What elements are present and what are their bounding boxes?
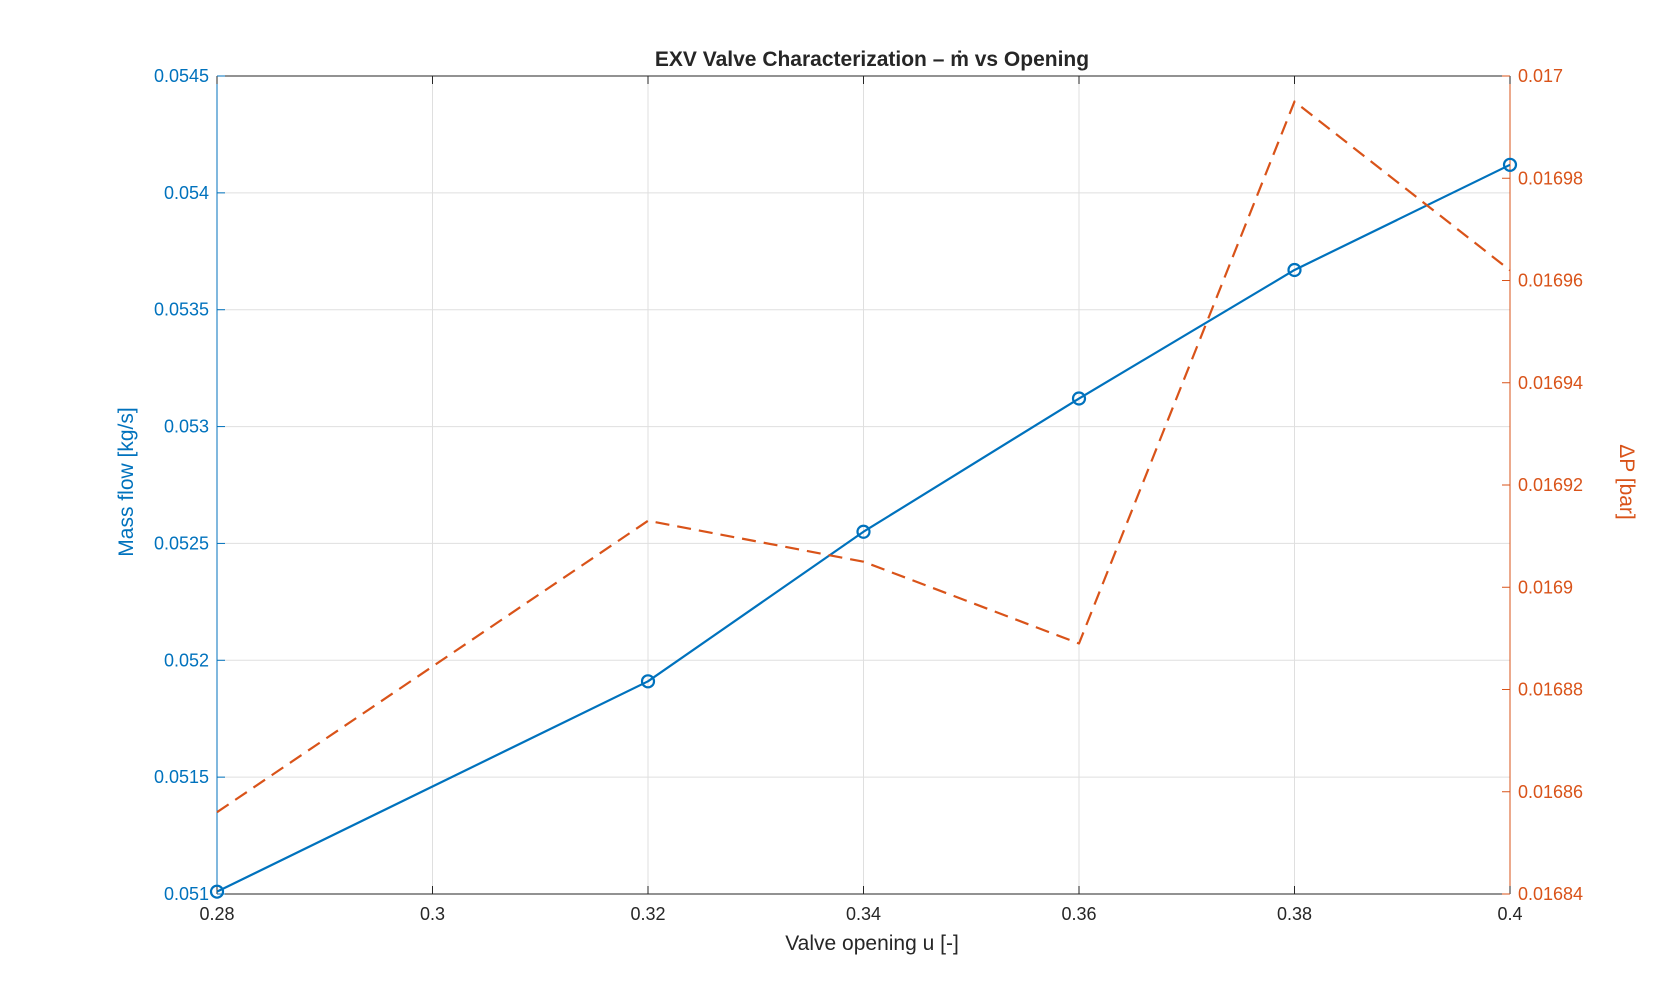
axes: 0.28 0.3 0.32 0.34 0.36 0.38 0.4 0.051 0.0515 0.0…	[154, 66, 1583, 924]
data-point-marker	[856, 524, 871, 539]
y-right-tick-label: 0.01684	[1518, 884, 1583, 904]
x-tick-label: 0.34	[846, 904, 881, 924]
y-left-tick-label: 0.051	[164, 884, 209, 904]
y-right-tick-label: 0.01686	[1518, 782, 1583, 802]
x-tick-label: 0.4	[1497, 904, 1522, 924]
series-line-mass-flow	[216, 163, 1511, 893]
y-right-tick-label: 0.01694	[1518, 373, 1583, 393]
data-point-marker	[640, 674, 656, 689]
y-right-tick-label: 0.017	[1518, 66, 1563, 86]
grid	[216, 75, 1511, 895]
y-right-tick-label: 0.01692	[1518, 475, 1583, 495]
data-point-marker	[1071, 391, 1087, 406]
y-right-tick-label: 0.01696	[1518, 271, 1583, 291]
x-tick-label: 0.28	[199, 904, 234, 924]
x-tick-label: 0.32	[630, 904, 665, 924]
y-left-tick-label: 0.054	[164, 183, 209, 203]
series-layer	[209, 100, 1518, 899]
x-tick-label: 0.36	[1061, 904, 1096, 924]
y-left-tick-label: 0.0525	[154, 533, 209, 553]
x-tick-label: 0.3	[420, 904, 445, 924]
x-tick-label: 0.38	[1277, 904, 1312, 924]
y-right-tick-label: 0.01688	[1518, 680, 1583, 700]
y-left-tick-label: 0.053	[164, 417, 209, 437]
y-right-tick-label: 0.01698	[1518, 168, 1583, 188]
y-right-axis-label: ΔP [bar]	[1615, 444, 1638, 520]
y-left-tick-label: 0.0545	[154, 66, 209, 86]
data-point-marker	[1502, 157, 1518, 172]
y-right-tick-label: 0.0169	[1518, 577, 1573, 597]
data-point-marker	[209, 884, 225, 899]
y-left-tick-label: 0.0515	[154, 767, 209, 787]
x-axis-label: Valve opening u [-]	[785, 932, 959, 955]
data-point-marker	[1287, 262, 1302, 278]
y-left-tick-label: 0.052	[164, 650, 209, 670]
y-left-tick-label: 0.0535	[154, 300, 209, 320]
y-left-axis-label: Mass flow [kg/s]	[115, 407, 138, 556]
chart-title: EXV Valve Characterization – ṁ vs Openin…	[655, 48, 1089, 71]
